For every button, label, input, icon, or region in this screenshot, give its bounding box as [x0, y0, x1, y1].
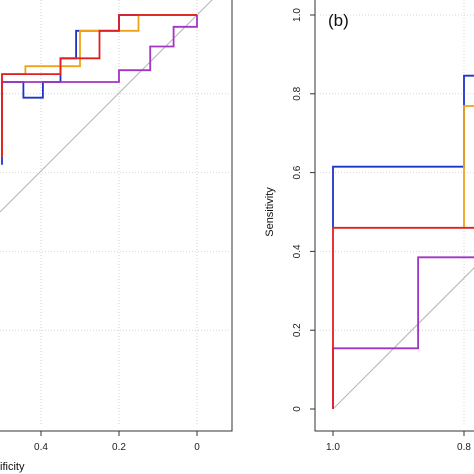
right-panel: 0 0.2 0.4 0.6 0.8 1.0 1.0 0.8 Sensitivity (b) — [264, 0, 474, 453]
left-panel: 0.4 0.2 0 ificity — [0, 0, 233, 473]
left-x-tick-label: 0.2 — [112, 442, 126, 453]
left-x-tick-label: 0 — [194, 442, 200, 453]
right-gridlines — [320, 0, 474, 425]
right-reference-diagonal — [332, 267, 474, 410]
right-y-tick-label: 0.4 — [292, 244, 303, 258]
left-roc-curves — [1, 14, 198, 165]
left-reference-diagonal — [0, 0, 213, 213]
left-x-axis: 0.4 0.2 0 — [34, 431, 200, 453]
right-y-tick-label: 0.8 — [292, 86, 303, 100]
left-x-axis-title: ificity — [0, 461, 25, 473]
right-roc-curve-2 — [463, 105, 474, 228]
left-x-tick-label: 0.4 — [34, 442, 48, 453]
right-x-tick-label: 0.8 — [457, 442, 471, 453]
right-roc-curve-4 — [332, 226, 474, 409]
left-roc-curve-3 — [1, 15, 198, 130]
right-roc-curve-1 — [332, 74, 474, 228]
right-plot-frame — [314, 0, 474, 432]
right-y-tick-label: 0 — [292, 406, 303, 412]
left-roc-curve-4 — [1, 14, 197, 157]
right-roc-curves — [332, 74, 474, 409]
right-roc-curve-3 — [332, 256, 474, 409]
right-y-axis: 0 0.2 0.4 0.6 0.8 1.0 — [292, 8, 315, 412]
right-y-tick-label: 1.0 — [292, 8, 303, 22]
right-y-axis-title: Sensitivity — [264, 187, 276, 237]
right-y-tick-label: 0.6 — [292, 165, 303, 179]
right-panel-label: (b) — [328, 11, 349, 30]
right-x-tick-label: 1.0 — [326, 442, 340, 453]
right-x-axis: 1.0 0.8 — [326, 431, 471, 453]
left-gridlines — [0, 0, 230, 425]
left-plot-frame — [0, 0, 233, 432]
right-y-tick-label: 0.2 — [292, 323, 303, 337]
